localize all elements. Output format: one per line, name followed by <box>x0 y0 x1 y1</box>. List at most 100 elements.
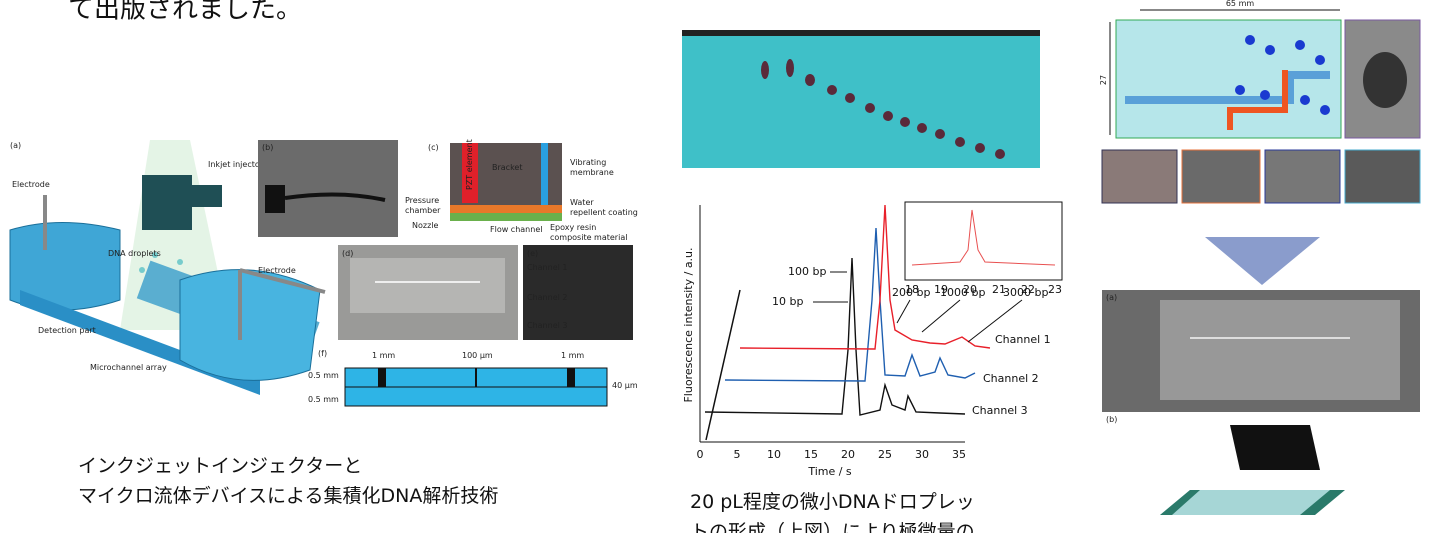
x-tick-label: 25 <box>878 448 892 461</box>
graphic <box>541 143 548 208</box>
graphic <box>706 290 740 440</box>
graphic <box>995 149 1005 159</box>
caption: 20 pL程度の微小DNAドロプレッ <box>690 491 975 513</box>
label: Detection part <box>38 326 96 335</box>
graphic <box>567 368 575 387</box>
label: (a) <box>10 141 21 150</box>
label: (b) <box>262 143 273 152</box>
label: Channel 1 <box>527 263 567 272</box>
graphic <box>1363 52 1407 108</box>
graphic <box>827 85 837 95</box>
label: DNA droplets <box>108 249 161 258</box>
graphic <box>1182 150 1260 203</box>
label: (d) <box>342 249 353 258</box>
label: Bracket <box>492 163 522 172</box>
trace-label: Channel 1 <box>995 333 1051 346</box>
graphic <box>1345 150 1420 203</box>
x-tick-label: 5 <box>734 448 741 461</box>
graphic <box>900 117 910 127</box>
annotation: 100 bp <box>788 265 826 278</box>
graphic <box>1102 150 1177 203</box>
graphic <box>1300 95 1310 105</box>
annotation: 1000 bp <box>940 286 985 299</box>
graphic <box>935 129 945 139</box>
graphic <box>450 213 562 221</box>
inset-tick-label: 23 <box>1048 283 1062 296</box>
label: Electrode <box>258 266 296 275</box>
graphic <box>905 202 1062 280</box>
graphic <box>192 185 222 207</box>
label: (f) <box>318 349 327 358</box>
label: Channel 3 <box>527 321 567 330</box>
label: repellent coating <box>570 208 638 217</box>
graphic <box>786 59 794 77</box>
label: Flow channel <box>490 225 542 234</box>
x-tick-label: 15 <box>804 448 818 461</box>
annotation: 200 bp <box>892 286 930 299</box>
label: (b) <box>1106 415 1117 424</box>
graphic <box>1265 45 1275 55</box>
graphic <box>682 30 1040 36</box>
label: Electrode <box>12 180 50 189</box>
graphic <box>1160 300 1400 400</box>
x-axis-label: Time / s <box>807 465 852 478</box>
graphic <box>805 74 815 86</box>
caption: トの形成（上図）により極微量の <box>690 521 975 533</box>
graphic <box>955 137 965 147</box>
header-text: て出版されました。 <box>68 0 302 25</box>
x-tick-label: 0 <box>697 448 704 461</box>
x-tick-label: 20 <box>841 448 855 461</box>
label: Vibrating <box>570 158 606 167</box>
label: chamber <box>405 206 441 215</box>
graphic <box>1205 237 1320 285</box>
graphic <box>883 111 893 121</box>
graphic <box>975 143 985 153</box>
graphic <box>142 175 192 230</box>
graphic <box>705 258 965 415</box>
label: 0.5 mm <box>308 395 339 404</box>
x-tick-label: 30 <box>915 448 929 461</box>
graphic <box>378 368 386 387</box>
dimension-label: 65 mm <box>1226 0 1255 8</box>
label: composite material <box>550 233 627 242</box>
graphic <box>845 93 855 103</box>
graphic <box>1295 40 1305 50</box>
label: Epoxy resin <box>550 223 596 232</box>
graphic <box>917 123 927 133</box>
caption: インクジェットインジェクターと <box>78 455 362 477</box>
label: Nozzle <box>412 221 439 230</box>
trace-label: Channel 2 <box>983 372 1039 385</box>
annotation: 10 bp <box>772 295 803 308</box>
graphic <box>139 267 145 273</box>
graphic <box>1260 90 1270 100</box>
label: Inkjet injector <box>208 160 264 169</box>
caption: マイクロ流体デバイスによる集積化DNA解析技術 <box>78 485 498 507</box>
label: 0.5 mm <box>308 371 339 380</box>
graphic <box>265 185 285 213</box>
graphic <box>1245 35 1255 45</box>
graphic <box>1265 150 1340 203</box>
graphic <box>350 258 505 313</box>
graphic <box>761 61 769 79</box>
figure-left: (a) Electrode Inkjet injector DNA drople… <box>10 139 638 406</box>
graphic <box>177 259 183 265</box>
label: Water <box>570 198 594 207</box>
graphic <box>450 205 562 213</box>
label: (c) <box>428 143 439 152</box>
label: 1 mm <box>372 351 395 360</box>
label: (e) <box>527 249 538 258</box>
graphic <box>1315 55 1325 65</box>
label: Pressure <box>405 196 439 205</box>
page: て出版されました。 (a) Electrode Inkjet injector … <box>0 0 1436 533</box>
electropherogram: 0 5 10 15 20 25 30 35 18 19 20 21 22 23 … <box>682 202 1062 478</box>
label: Microchannel array <box>90 363 167 372</box>
label: 100 μm <box>462 351 493 360</box>
label: (a) <box>1106 293 1117 302</box>
label: membrane <box>570 168 614 177</box>
label: Channel 2 <box>527 293 567 302</box>
graphic <box>1230 425 1320 470</box>
graphic <box>865 103 875 113</box>
label: 40 μm <box>612 381 638 390</box>
y-axis-label: Fluorescence intensity / a.u. <box>682 247 695 402</box>
figure-right: 65 mm 27 (a) (b) <box>1099 0 1420 515</box>
